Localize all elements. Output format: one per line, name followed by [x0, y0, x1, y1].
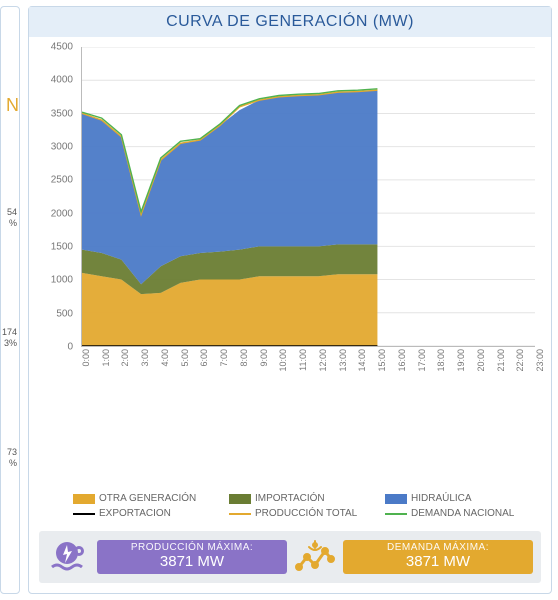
left-cropped-value: 1743%: [2, 327, 17, 349]
x-tick-label: 18:00: [436, 349, 446, 372]
legend-label: HIDRAÚLICA: [411, 493, 472, 504]
x-tick-label: 23:00: [535, 349, 545, 372]
x-tick-label: 0:00: [81, 349, 91, 367]
demand-max-value: 3871 MW: [347, 553, 529, 570]
x-tick-label: 12:00: [318, 349, 328, 372]
x-tick-label: 22:00: [515, 349, 525, 372]
legend-label: OTRA GENERACIÓN: [99, 493, 196, 504]
legend-swatch: [385, 513, 407, 515]
x-tick-label: 11:00: [298, 349, 308, 371]
y-tick-label: 1000: [51, 275, 73, 286]
x-tick-label: 5:00: [180, 349, 190, 367]
y-tick-label: 2000: [51, 208, 73, 219]
x-tick-label: 13:00: [338, 349, 348, 372]
x-tick-label: 19:00: [456, 349, 466, 372]
series-otra_generacion[interactable]: [82, 273, 377, 346]
legend-swatch: [73, 513, 95, 515]
y-tick-label: 1500: [51, 242, 73, 253]
legend-item[interactable]: EXPORTACION: [73, 508, 223, 519]
x-tick-label: 6:00: [199, 349, 209, 367]
legend-label: IMPORTACIÓN: [255, 493, 325, 504]
panel-title: CURVA DE GENERACIÓN (MW): [29, 7, 551, 37]
legend-item[interactable]: DEMANDA NACIONAL: [385, 508, 535, 519]
production-max-label: PRODUCCIÓN MÁXIMA:: [101, 542, 283, 553]
page-root: N 54% 1743% 73% CURVA DE GENERACIÓN (MW) 0…: [0, 0, 558, 600]
chart-area: 050010001500200025003000350040004500 0:0…: [39, 47, 541, 377]
y-tick-label: 4000: [51, 75, 73, 86]
x-tick-label: 17:00: [417, 349, 427, 372]
x-tick-label: 16:00: [397, 349, 407, 372]
x-axis-labels: 0:00 1:00 2:00 3:00 4:00 5:00 6:00 7:00 8:00 9:00…: [81, 349, 535, 389]
legend-swatch: [385, 494, 407, 504]
x-tick-label: 8:00: [239, 349, 249, 367]
y-tick-label: 2500: [51, 175, 73, 186]
legend-label: EXPORTACION: [99, 508, 171, 519]
x-tick-label: 20:00: [476, 349, 486, 372]
legend-label: PRODUCCIÓN TOTAL: [255, 508, 357, 519]
generation-curve-panel: CURVA DE GENERACIÓN (MW) 0 500 1000 1500 200…: [28, 6, 552, 594]
chart-legend: OTRA GENERACIÓN IMPORTACIÓN HIDRAÚLICA EXPO…: [29, 491, 551, 527]
x-tick-label: 14:00: [357, 349, 367, 372]
plot-region[interactable]: [81, 47, 535, 347]
summary-bar: PRODUCCIÓN MÁXIMA: 3871 MW: [39, 531, 541, 583]
legend-item[interactable]: HIDRAÚLICA: [385, 493, 535, 504]
legend-item[interactable]: PRODUCCIÓN TOTAL: [229, 508, 379, 519]
demand-max-label: DEMANDA MÁXIMA:: [347, 542, 529, 553]
y-tick-label: 0: [67, 342, 73, 353]
legend-swatch: [73, 494, 95, 504]
x-tick-label: 3:00: [140, 349, 150, 367]
y-axis-labels: 050010001500200025003000350040004500: [39, 47, 77, 347]
legend-item[interactable]: OTRA GENERACIÓN: [73, 493, 223, 504]
legend-item[interactable]: IMPORTACIÓN: [229, 493, 379, 504]
y-tick-label: 3500: [51, 108, 73, 119]
left-cropped-panel: N 54% 1743% 73%: [0, 6, 20, 594]
x-tick-label: 4:00: [160, 349, 170, 367]
y-tick-label: 500: [56, 308, 73, 319]
production-max-value: 3871 MW: [101, 553, 283, 570]
left-cropped-value: 73%: [7, 447, 17, 469]
production-max-box: PRODUCCIÓN MÁXIMA: 3871 MW: [97, 540, 287, 574]
x-tick-label: 2:00: [120, 349, 130, 367]
chart-container: 0 500 1000 1500 2000 2500 3000 3500 4000 4500 0:0…: [29, 37, 551, 491]
legend-swatch: [229, 494, 251, 504]
y-tick-label: 4500: [51, 42, 73, 53]
x-tick-label: 7:00: [219, 349, 229, 367]
x-tick-label: 9:00: [259, 349, 269, 367]
x-tick-label: 10:00: [278, 349, 288, 372]
demand-icon: [293, 537, 337, 577]
left-peek-letter: N: [6, 95, 20, 116]
demand-max-box: DEMANDA MÁXIMA: 3871 MW: [343, 540, 533, 574]
legend-swatch: [229, 513, 251, 515]
y-tick-label: 3000: [51, 142, 73, 153]
x-tick-label: 1:00: [101, 349, 111, 367]
x-tick-label: 21:00: [496, 349, 506, 372]
x-tick-label: 15:00: [377, 349, 387, 372]
left-cropped-value: 54%: [7, 207, 17, 229]
legend-label: DEMANDA NACIONAL: [411, 508, 514, 519]
production-icon: [47, 537, 91, 577]
